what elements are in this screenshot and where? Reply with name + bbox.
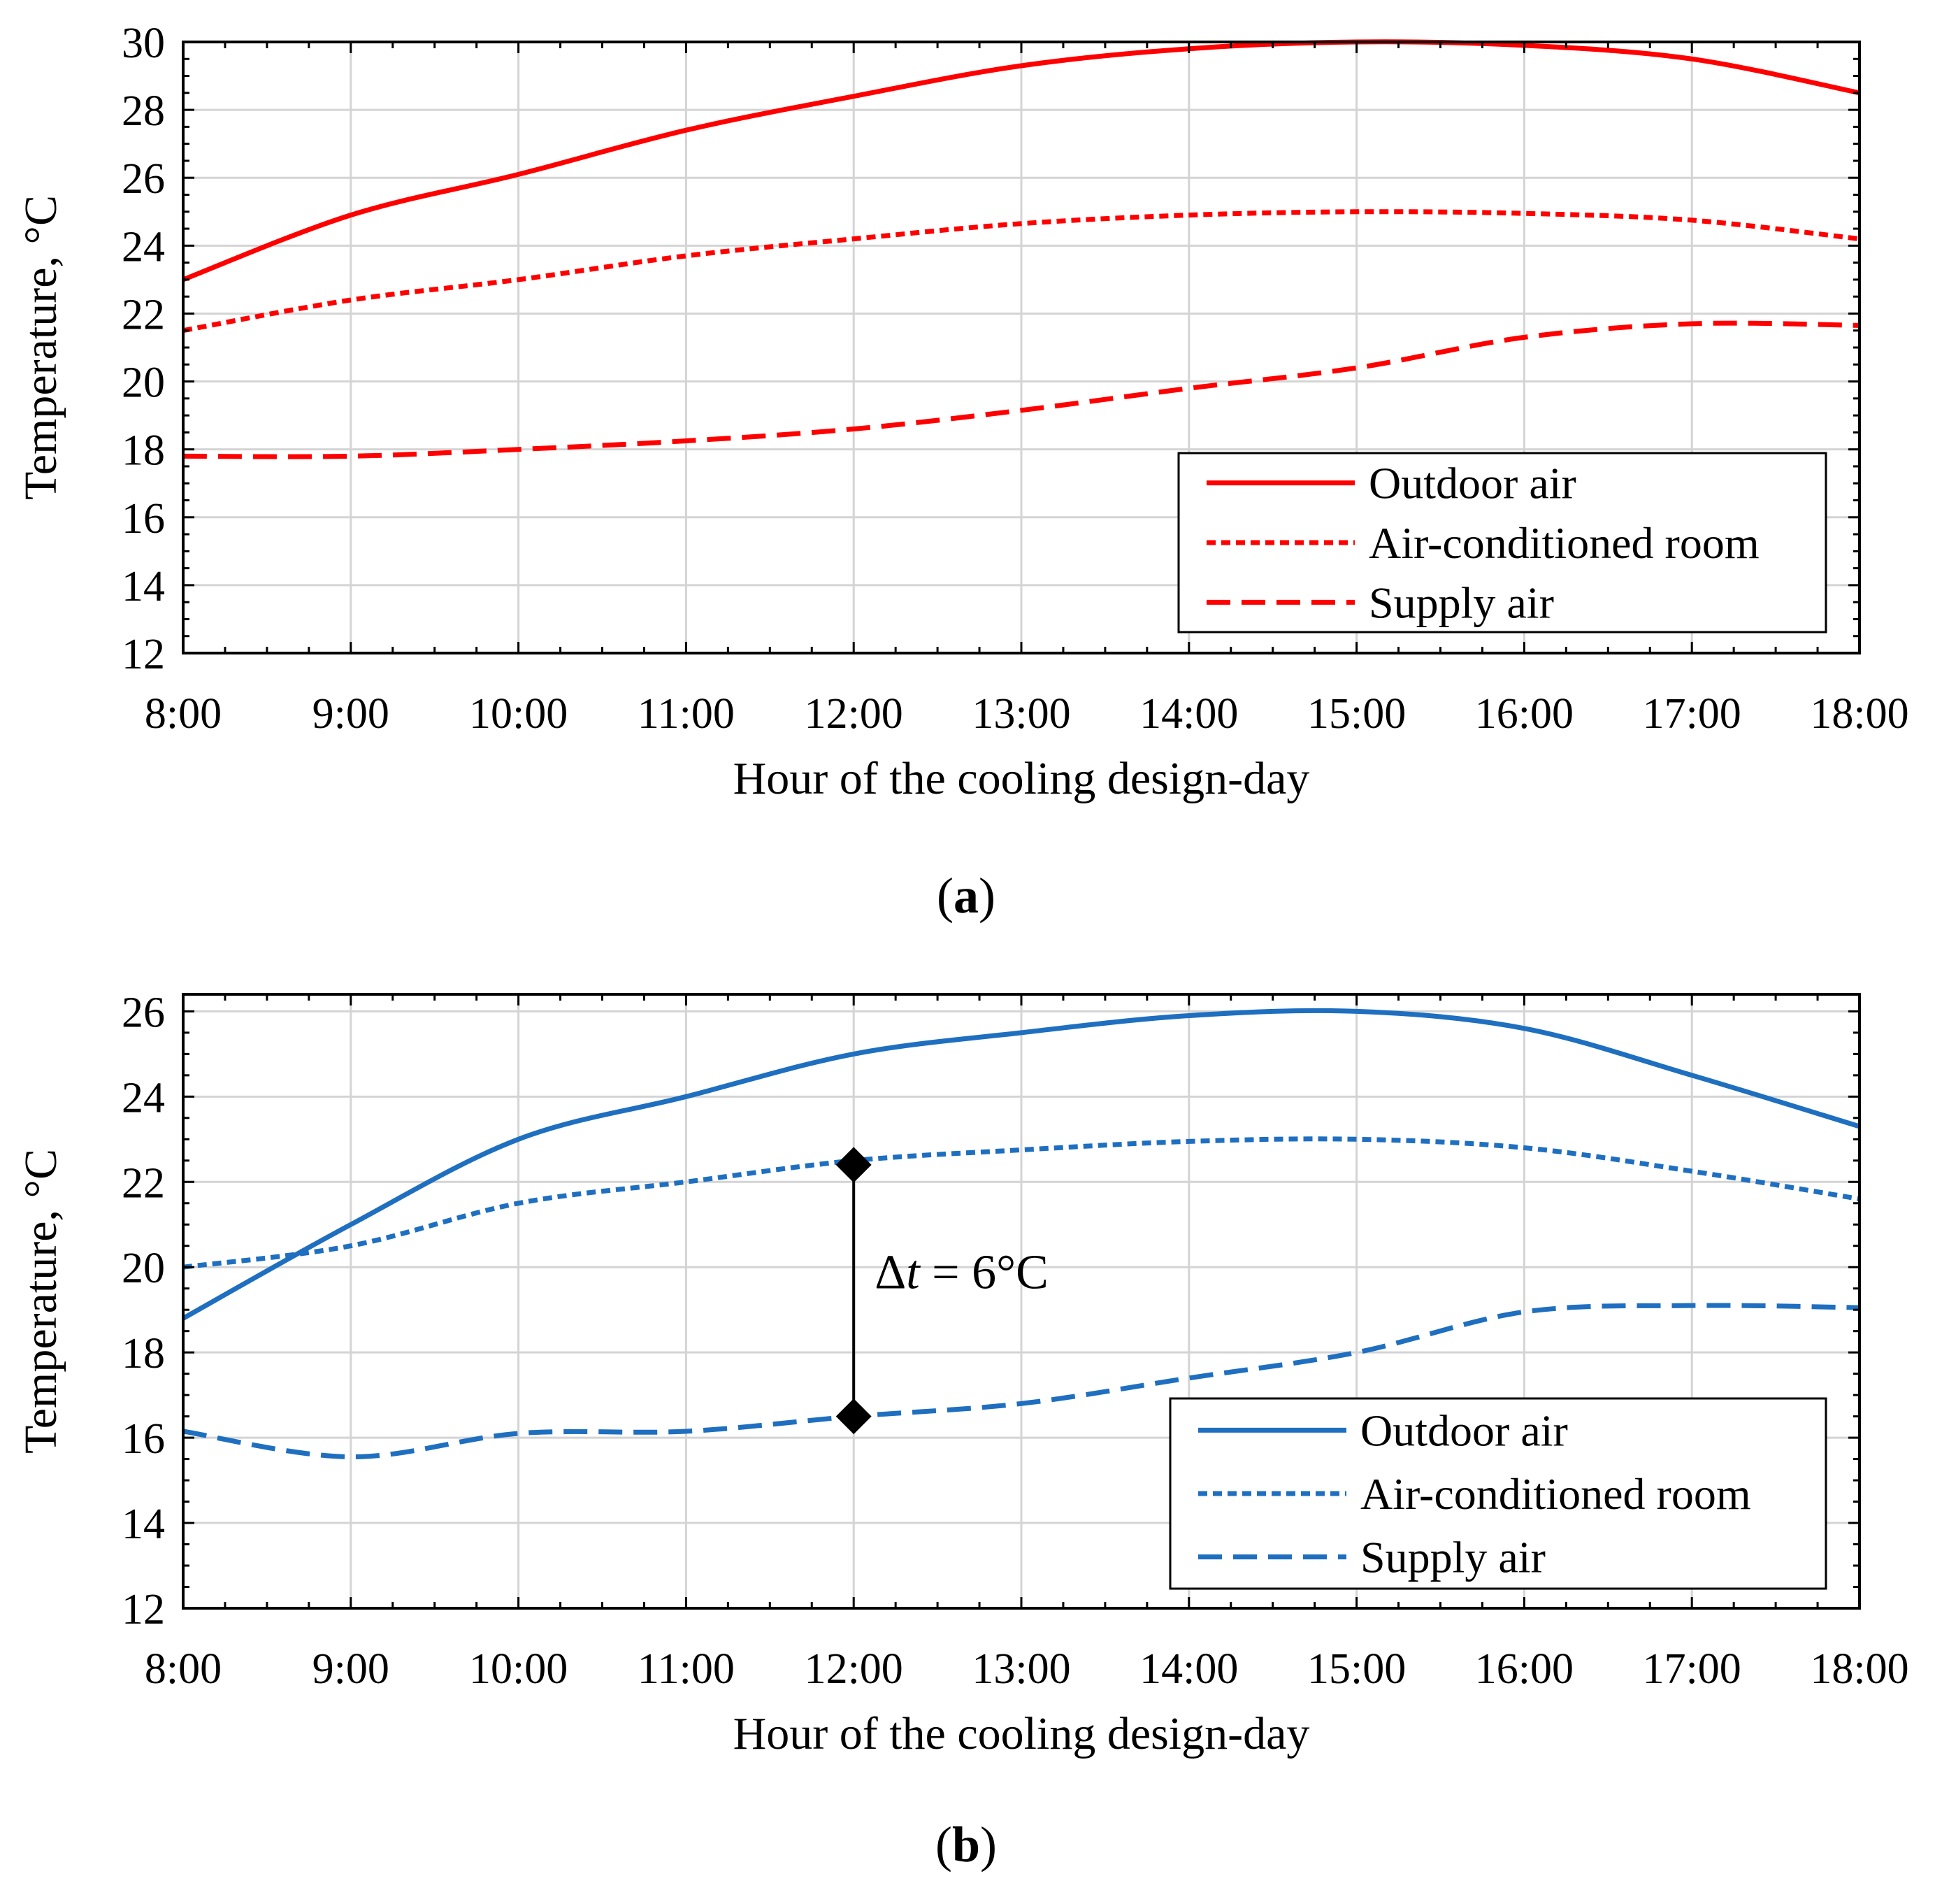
- x-tick-label: 10:00: [469, 690, 568, 738]
- y-tick-label: 26: [122, 155, 165, 203]
- y-axis-label-a: Temperature, °C: [15, 195, 66, 500]
- delta-t-annotation: Δt = 6°C: [835, 1147, 1049, 1435]
- x-tick-label: 17:00: [1643, 690, 1741, 738]
- delta-t-label-suffix: = 6°C: [920, 1245, 1049, 1299]
- x-tick-label: 8:00: [145, 690, 222, 738]
- x-tick-label: 15:00: [1307, 1645, 1406, 1693]
- y-tick-label: 22: [122, 1159, 165, 1207]
- series-line-supply-air: [182, 320, 1860, 459]
- panel-label-a: (a): [937, 868, 995, 924]
- x-tick-labels-a: 8:00 9:00 10:00 11:00 12:00 13:00 14:00 15:00 16…: [145, 690, 1909, 738]
- legend-label: Outdoor air: [1360, 1405, 1568, 1455]
- series-line-air-conditioned-room: [182, 209, 1860, 334]
- x-tick-label: 18:00: [1810, 1645, 1908, 1693]
- panel-label-a-letter: a: [954, 868, 979, 924]
- y-tick-labels-b: 12 14 16 18 20 22 24 26: [122, 989, 165, 1633]
- series-line-supply-air: [182, 1303, 1860, 1460]
- delta-t-label: Δt = 6°C: [875, 1245, 1049, 1299]
- x-tick-labels-b: 8:00 9:00 10:00 11:00 12:00 13:00 14:00 15:00 16…: [145, 1645, 1909, 1693]
- x-tick-label: 13:00: [972, 1645, 1070, 1693]
- x-tick-label: 16:00: [1475, 1645, 1574, 1693]
- x-tick-label: 10:00: [469, 1645, 568, 1693]
- delta-t-label-var: t: [906, 1245, 921, 1299]
- y-tick-label: 18: [122, 1330, 165, 1377]
- x-tick-label: 12:00: [805, 690, 903, 738]
- y-tick-label: 20: [122, 359, 165, 407]
- x-tick-label: 9:00: [312, 1645, 389, 1693]
- x-tick-label: 18:00: [1810, 690, 1908, 738]
- delta-t-marker-bottom: [835, 1398, 872, 1435]
- legend-label: Air-conditioned room: [1360, 1469, 1751, 1519]
- x-tick-label: 15:00: [1307, 690, 1406, 738]
- x-tick-label: 11:00: [638, 690, 735, 738]
- series-line-outdoor-air: [182, 1008, 1861, 1321]
- x-tick-label: 14:00: [1139, 1645, 1238, 1693]
- x-tick-label: 8:00: [145, 1645, 222, 1693]
- panel-label-b: (b): [935, 1817, 997, 1873]
- y-tick-label: 12: [122, 1586, 165, 1633]
- x-tick-label: 9:00: [312, 690, 389, 738]
- y-tick-labels-a: 12 14 16 18 20 22 24 26 28 30: [122, 20, 165, 678]
- x-tick-label: 17:00: [1643, 1645, 1741, 1693]
- y-tick-label: 22: [122, 291, 165, 338]
- legend-label: Supply air: [1369, 578, 1554, 627]
- legend-b: Outdoor air Air-conditioned room Supply ai…: [1169, 1397, 1827, 1590]
- legend-label: Outdoor air: [1369, 459, 1576, 508]
- y-tick-label: 12: [122, 631, 165, 678]
- y-tick-label: 14: [122, 563, 165, 610]
- legend-label: Air-conditioned room: [1369, 518, 1760, 568]
- y-tick-label: 16: [122, 495, 165, 543]
- chart-panel-b: Δt = 6°C 12 14 16 18 20 22 24 26 8:00 9:00 10:00 1…: [15, 989, 1909, 1873]
- series-line-outdoor-air: [182, 39, 1860, 282]
- x-axis-label-a: Hour of the cooling design-day: [733, 753, 1310, 804]
- legend-a: Outdoor air Air-conditioned room Supply ai…: [1177, 452, 1827, 634]
- delta-t-label-prefix: Δ: [875, 1245, 906, 1299]
- axis-ticks-b: [182, 994, 1861, 1610]
- data-series-a: [182, 39, 1860, 459]
- y-axis-label-b: Temperature, °C: [15, 1149, 66, 1454]
- y-tick-label: 24: [122, 1074, 165, 1122]
- data-series-b: [182, 1008, 1861, 1460]
- y-tick-label: 24: [122, 223, 165, 271]
- panel-label-b-letter: b: [952, 1817, 980, 1873]
- y-tick-label: 18: [122, 427, 165, 475]
- y-tick-label: 16: [122, 1415, 165, 1463]
- y-tick-label: 30: [122, 20, 165, 67]
- y-tick-label: 26: [122, 989, 165, 1036]
- x-tick-label: 14:00: [1139, 690, 1238, 738]
- x-tick-label: 16:00: [1475, 690, 1574, 738]
- x-tick-label: 11:00: [638, 1645, 735, 1693]
- x-tick-label: 12:00: [805, 1645, 903, 1693]
- chart-panel-a: 12 14 16 18 20 22 24 26 28 30 8:00 9:00 10:00 11:00 1…: [15, 20, 1909, 924]
- legend-label: Supply air: [1360, 1533, 1546, 1582]
- delta-t-marker-top: [835, 1147, 872, 1183]
- axis-ticks-a: [182, 41, 1861, 654]
- y-tick-label: 20: [122, 1245, 165, 1292]
- y-tick-label: 14: [122, 1501, 165, 1548]
- x-axis-label-b: Hour of the cooling design-day: [733, 1708, 1310, 1759]
- y-tick-label: 28: [122, 87, 165, 135]
- x-tick-label: 13:00: [972, 690, 1070, 738]
